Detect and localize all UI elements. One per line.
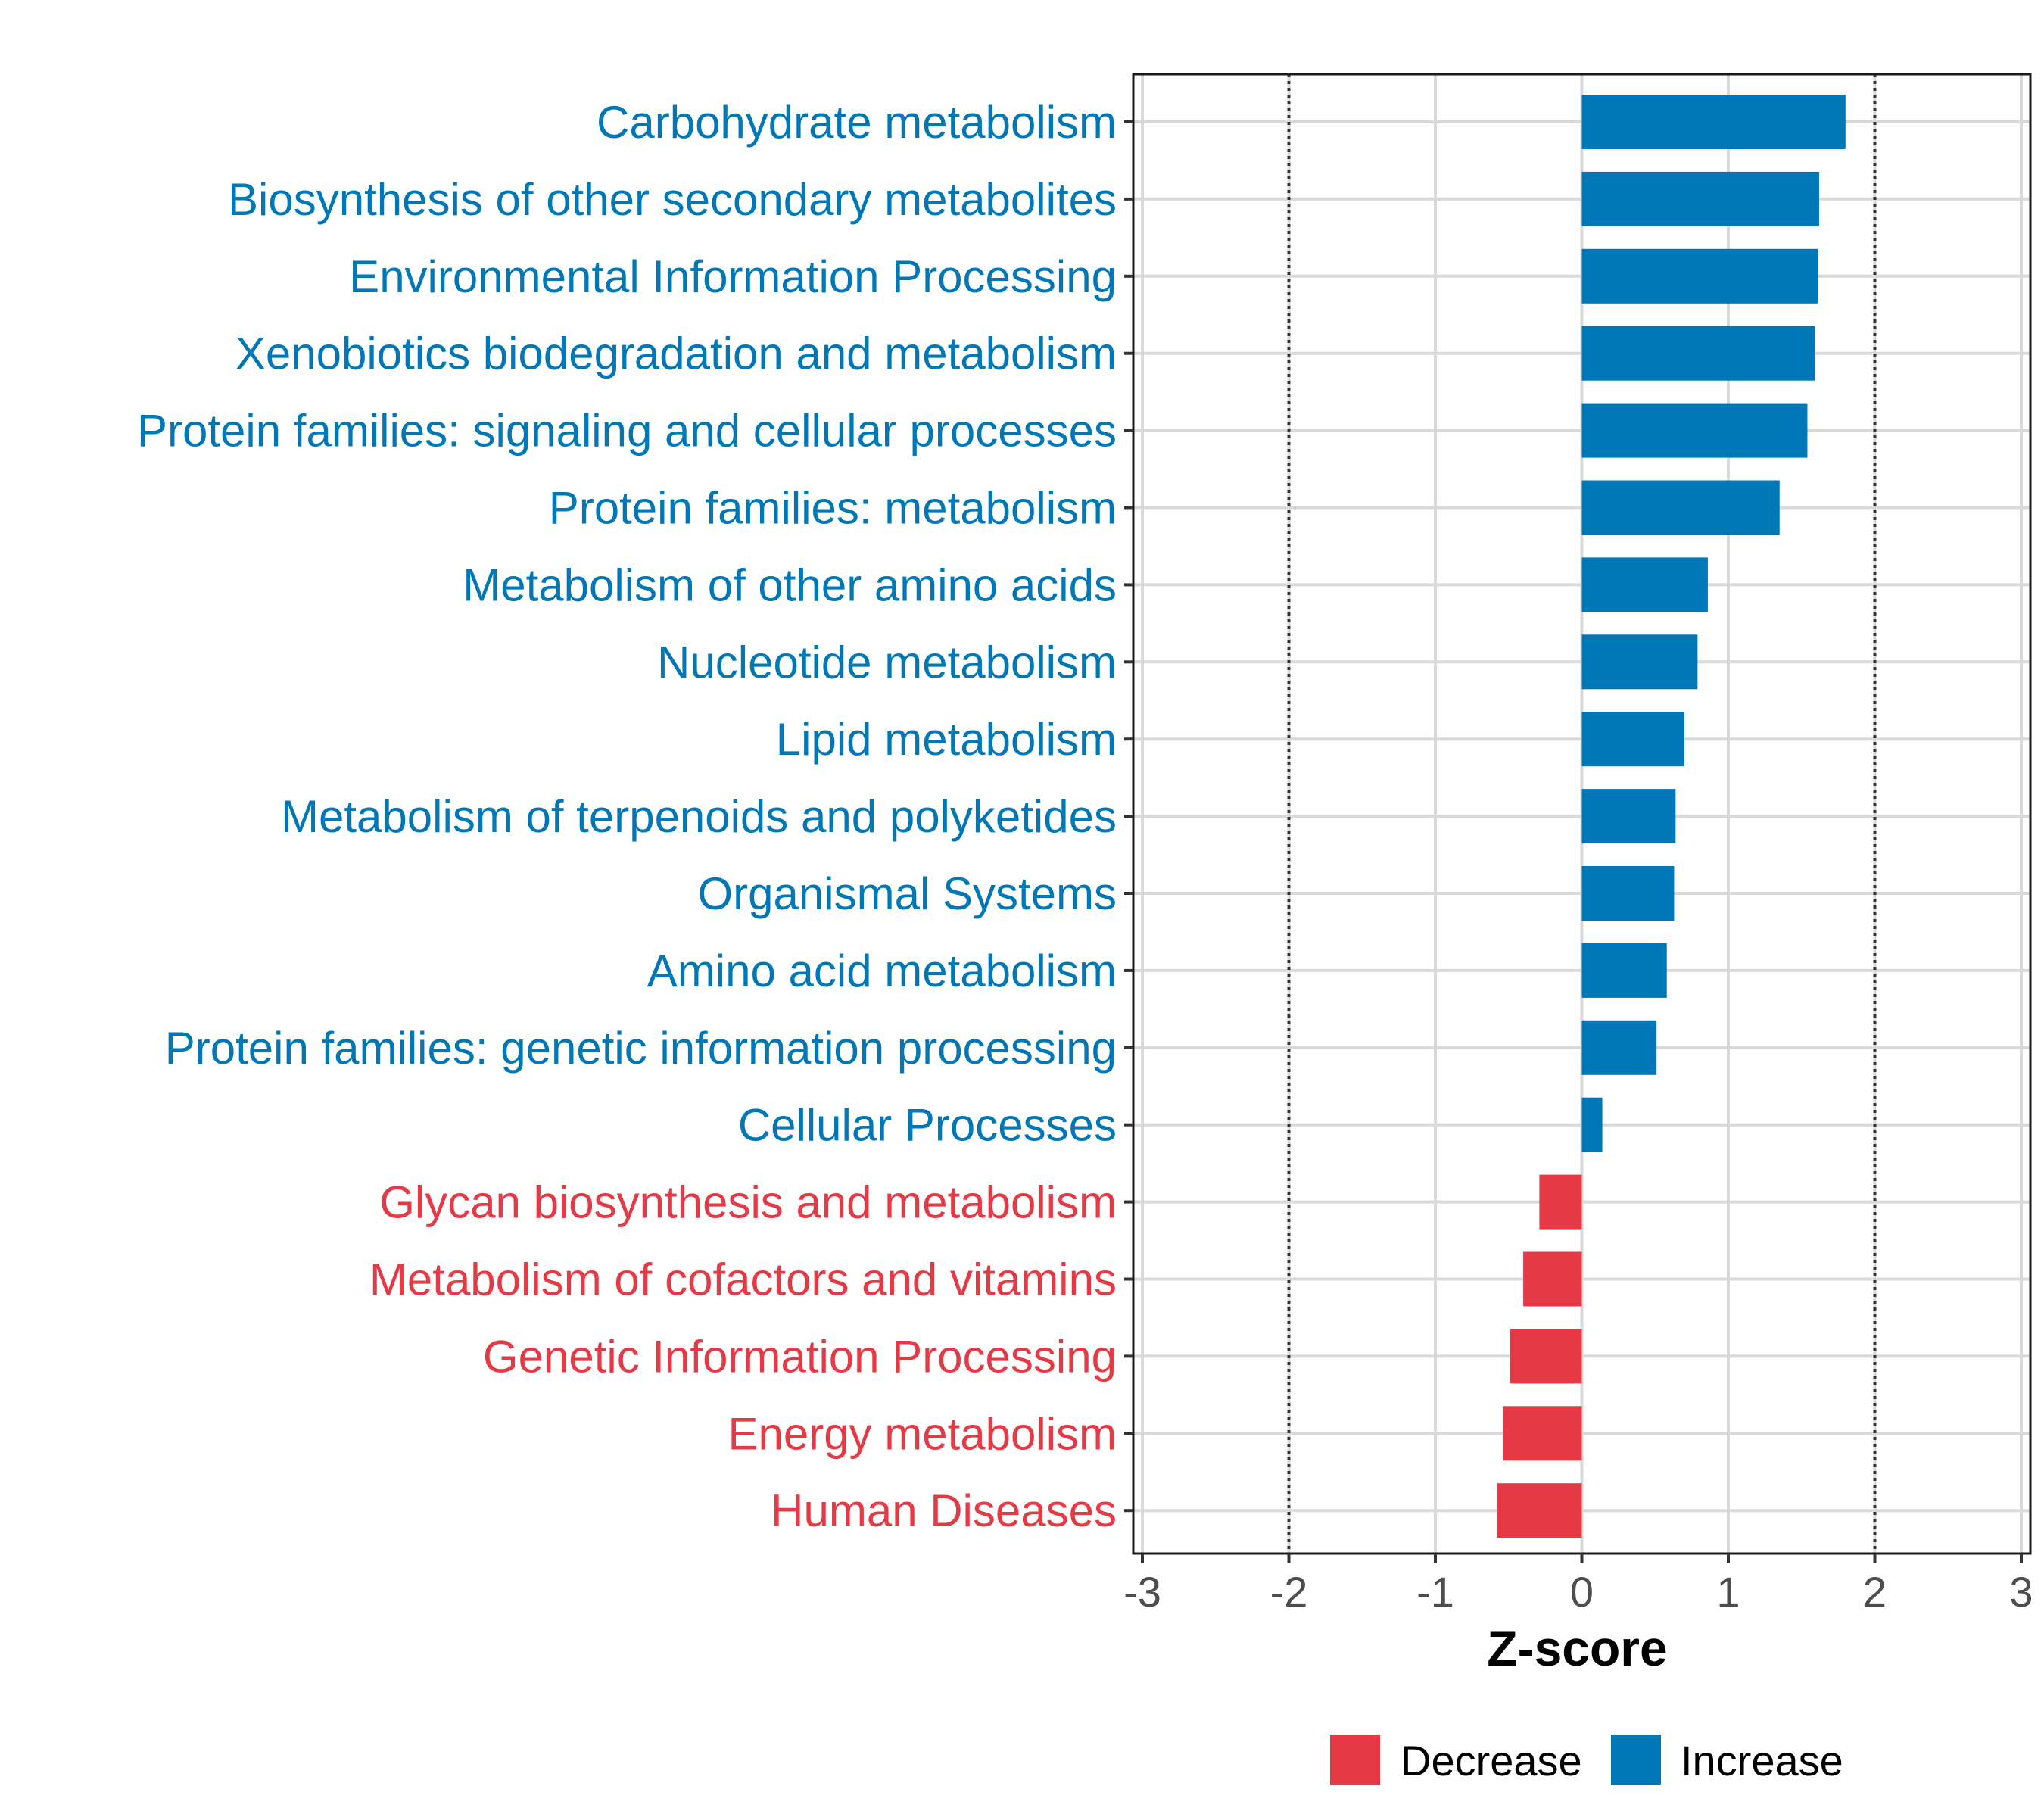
bar [1581,326,1815,381]
y-tick-label: Organismal Systems [698,868,1117,919]
bar [1581,1097,1603,1152]
y-tick-label: Energy metabolism [728,1408,1117,1459]
bar [1523,1251,1582,1307]
y-tick-label: Protein families: metabolism [549,483,1117,534]
legend-swatch [1330,1735,1380,1785]
bars [1497,95,1846,1538]
bar [1581,943,1667,998]
bar [1503,1406,1582,1461]
x-tick-label: -2 [1270,1568,1308,1616]
y-tick-label: Glycan biosynthesis and metabolism [379,1177,1117,1228]
legend-label: Increase [1681,1737,1843,1784]
x-axis: -3 -2 -1 0 1 2 3 [1123,1554,2033,1616]
y-tick-label: Human Diseases [771,1485,1117,1536]
x-tick-label: 0 [1570,1568,1594,1616]
x-tick-label: 2 [1863,1568,1887,1616]
x-tick-label: 1 [1716,1568,1740,1616]
bar [1581,634,1698,690]
bar [1581,1020,1657,1075]
legend: Decrease Increase [1330,1735,1843,1785]
y-tick-label: Metabolism of cofactors and vitamins [369,1254,1117,1305]
x-tick-label: -3 [1123,1568,1161,1616]
y-tick-label: Biosynthesis of other secondary metaboli… [228,174,1117,225]
y-tick-label: Genetic Information Processing [483,1331,1117,1382]
bar [1510,1329,1582,1384]
bar [1581,403,1808,458]
bar [1581,480,1780,535]
y-tick-label: Amino acid metabolism [647,946,1117,996]
y-tick-label: Nucleotide metabolism [657,637,1117,687]
x-tick-label: 3 [2009,1568,2033,1616]
y-tick-label: Protein families: genetic information pr… [165,1023,1117,1074]
y-tick-label: Xenobiotics biodegradation and metabolis… [235,329,1117,379]
bar [1581,866,1675,921]
y-tick-label: Lipid metabolism [776,714,1117,765]
y-tick-label: Metabolism of other amino acids [463,559,1117,610]
y-tick-label: Environmental Information Processing [349,251,1117,302]
bar [1581,789,1676,844]
bar [1497,1483,1582,1538]
y-axis: Carbohydrate metabolism Biosynthesis of o… [137,97,1133,1536]
legend-swatch [1611,1735,1661,1785]
bar [1581,95,1846,149]
bar [1581,171,1819,226]
bar [1581,557,1708,612]
y-tick-label: Carbohydrate metabolism [597,97,1117,148]
y-tick-label: Protein families: signaling and cellular… [137,406,1117,457]
y-tick-label: Cellular Processes [738,1100,1117,1151]
x-axis-title: Z-score [1487,1620,1667,1676]
bar [1581,248,1818,304]
x-tick-label: -1 [1416,1568,1454,1616]
bar [1581,712,1684,767]
legend-label: Decrease [1401,1737,1582,1784]
bar [1539,1174,1582,1230]
y-tick-label: Metabolism of terpenoids and polyketides [281,791,1117,842]
